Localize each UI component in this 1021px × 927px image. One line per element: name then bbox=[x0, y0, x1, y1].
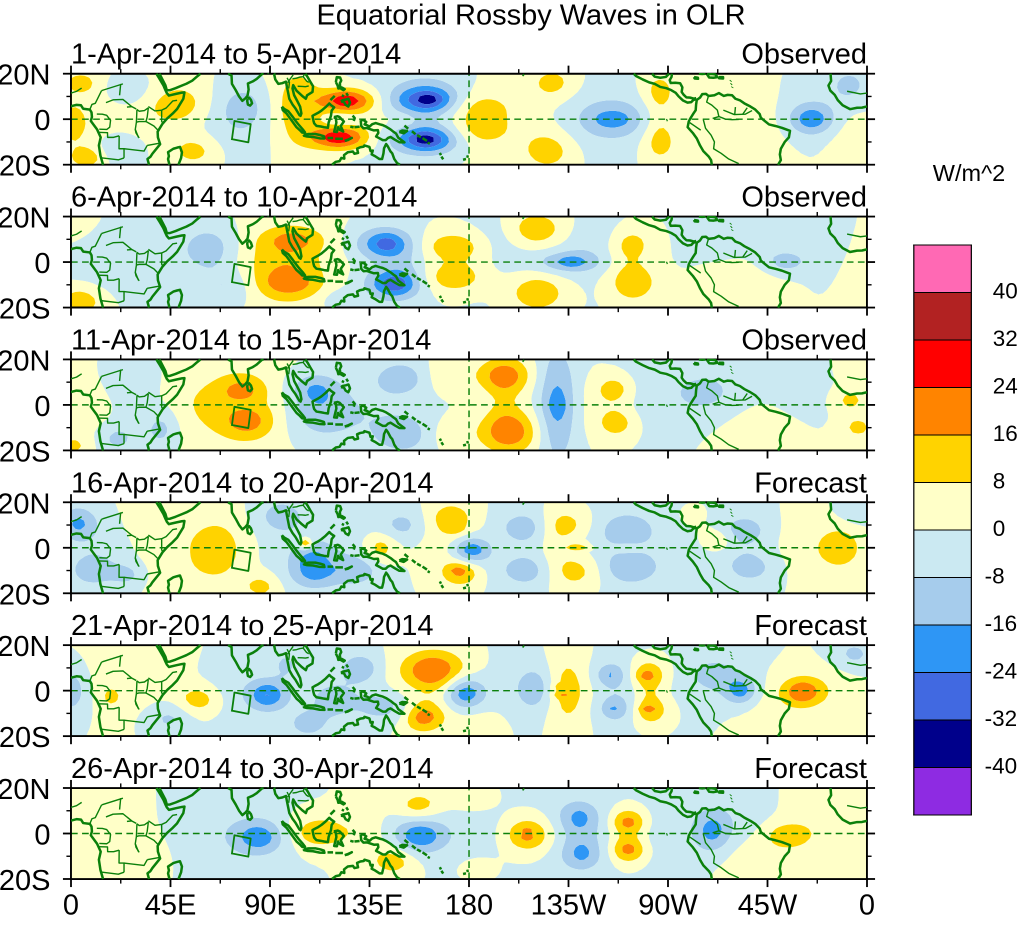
svg-text:16: 16 bbox=[993, 421, 1018, 446]
svg-text:0: 0 bbox=[859, 890, 875, 922]
svg-text:0: 0 bbox=[34, 820, 50, 852]
svg-text:20S: 20S bbox=[0, 151, 50, 183]
svg-text:20N: 20N bbox=[0, 631, 50, 663]
svg-text:6-Apr-2014 to 10-Apr-2014: 6-Apr-2014 to 10-Apr-2014 bbox=[71, 182, 417, 214]
svg-text:135W: 135W bbox=[531, 890, 607, 922]
svg-text:0: 0 bbox=[63, 890, 79, 922]
svg-text:45E: 45E bbox=[145, 890, 197, 922]
svg-text:Observed: Observed bbox=[741, 324, 867, 356]
svg-text:0: 0 bbox=[993, 516, 1006, 541]
svg-text:26-Apr-2014 to 30-Apr-2014: 26-Apr-2014 to 30-Apr-2014 bbox=[71, 753, 434, 785]
svg-text:16-Apr-2014 to 20-Apr-2014: 16-Apr-2014 to 20-Apr-2014 bbox=[71, 467, 434, 499]
svg-text:Forecast: Forecast bbox=[754, 467, 867, 499]
svg-text:0: 0 bbox=[34, 534, 50, 566]
svg-text:20S: 20S bbox=[0, 294, 50, 326]
svg-text:-16: -16 bbox=[985, 611, 1018, 636]
svg-text:Observed: Observed bbox=[741, 182, 867, 214]
svg-text:20N: 20N bbox=[0, 203, 50, 235]
svg-text:-40: -40 bbox=[985, 754, 1018, 779]
svg-text:-32: -32 bbox=[985, 706, 1018, 731]
svg-text:45W: 45W bbox=[738, 890, 798, 922]
svg-text:90W: 90W bbox=[638, 890, 698, 922]
svg-text:-24: -24 bbox=[985, 659, 1018, 684]
svg-text:135E: 135E bbox=[336, 890, 404, 922]
svg-text:0: 0 bbox=[34, 677, 50, 709]
svg-text:21-Apr-2014 to 25-Apr-2014: 21-Apr-2014 to 25-Apr-2014 bbox=[71, 610, 434, 642]
svg-text:Observed: Observed bbox=[741, 39, 867, 71]
svg-text:8: 8 bbox=[993, 469, 1006, 494]
svg-text:Forecast: Forecast bbox=[754, 753, 867, 785]
svg-text:0: 0 bbox=[34, 391, 50, 423]
svg-text:20S: 20S bbox=[0, 436, 50, 468]
svg-text:90E: 90E bbox=[244, 890, 296, 922]
svg-text:20N: 20N bbox=[0, 774, 50, 806]
svg-text:1-Apr-2014 to 5-Apr-2014: 1-Apr-2014 to 5-Apr-2014 bbox=[71, 39, 401, 71]
svg-text:40: 40 bbox=[993, 279, 1018, 304]
svg-text:20N: 20N bbox=[0, 345, 50, 377]
svg-text:20S: 20S bbox=[0, 579, 50, 611]
svg-text:Forecast: Forecast bbox=[754, 610, 867, 642]
svg-text:20N: 20N bbox=[0, 488, 50, 520]
svg-text:24: 24 bbox=[993, 374, 1018, 399]
svg-text:20N: 20N bbox=[0, 60, 50, 92]
svg-text:Equatorial Rossby Waves in OLR: Equatorial Rossby Waves in OLR bbox=[316, 0, 745, 31]
svg-text:-8: -8 bbox=[985, 564, 1005, 589]
svg-text:11-Apr-2014 to 15-Apr-2014: 11-Apr-2014 to 15-Apr-2014 bbox=[71, 324, 431, 356]
svg-text:0: 0 bbox=[34, 248, 50, 280]
svg-text:20S: 20S bbox=[0, 722, 50, 754]
svg-text:180: 180 bbox=[445, 890, 493, 922]
svg-text:32: 32 bbox=[993, 326, 1018, 351]
svg-text:20S: 20S bbox=[0, 865, 50, 897]
svg-text:W/m^2: W/m^2 bbox=[933, 160, 1005, 186]
svg-text:0: 0 bbox=[34, 105, 50, 137]
